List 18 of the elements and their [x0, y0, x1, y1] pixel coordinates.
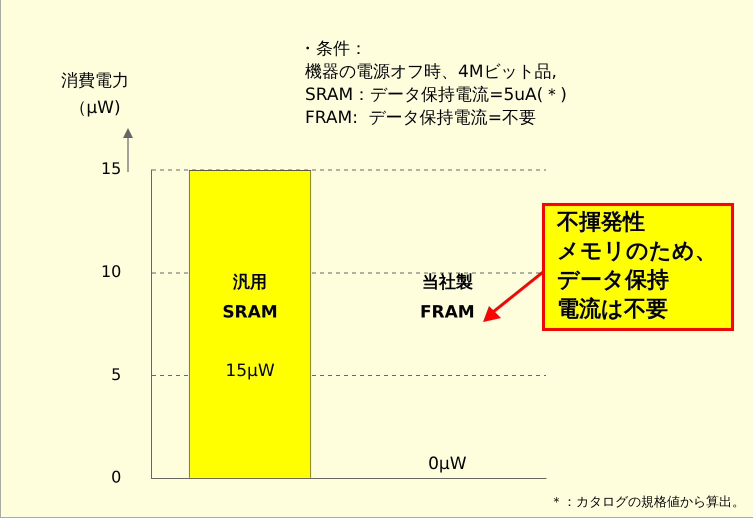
y-tick-label: 0 — [111, 468, 122, 487]
text: メモリのため、 — [557, 238, 717, 266]
x-tick-label: 当社製 FRAM — [420, 272, 475, 322]
text: 電流は不要 — [557, 296, 669, 324]
text: データ保持 — [557, 267, 670, 295]
text: SRAM：データ保持電流=5uA(＊) — [304, 84, 567, 107]
text: FRAM: データ保持電流=不要 — [304, 107, 537, 130]
data-label: 15μW — [225, 360, 275, 381]
y-tick-label: 10 — [101, 262, 122, 281]
y-tick-label: 15 — [101, 159, 122, 178]
text: 機器の電源オフ時、4Mビット品, — [304, 61, 558, 84]
text: 不揮発性 — [557, 209, 646, 237]
data-label: 0μW — [428, 454, 467, 474]
x-tick-label: 汎用 SRAM — [222, 272, 278, 322]
y-axis-title: 消費電力（μW) — [60, 70, 130, 120]
text: ＊：カタログの規格値から算出。 — [550, 494, 745, 511]
y-tick-label: 5 — [111, 364, 122, 384]
text: ・条件： — [299, 38, 368, 61]
